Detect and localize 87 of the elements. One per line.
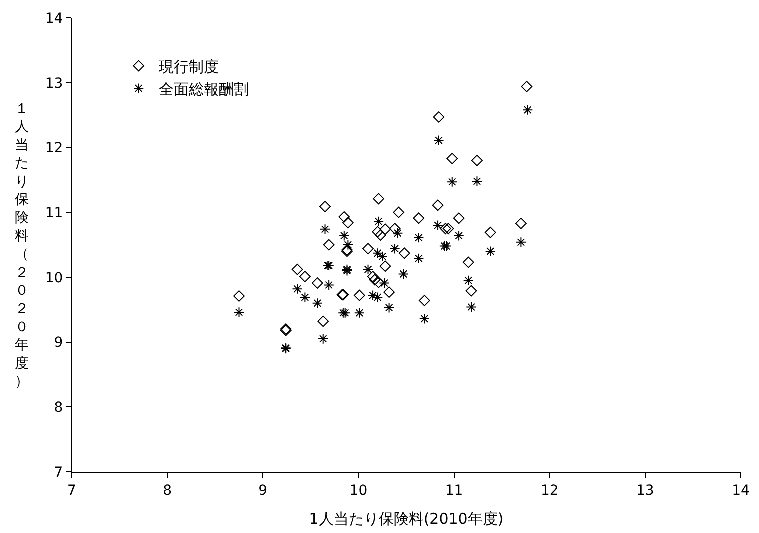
- point: [413, 212, 425, 224]
- x-axis-title: 1人当たり保険料(2010年度): [309, 510, 504, 528]
- x-tick-label: 11: [445, 482, 464, 499]
- point: [392, 228, 404, 239]
- point: [342, 217, 354, 229]
- point: [485, 246, 496, 257]
- point: [393, 206, 405, 218]
- legend-label: 現行制度: [158, 58, 219, 76]
- y-tick-label: 11: [45, 205, 64, 222]
- point: [453, 212, 465, 224]
- point: [320, 201, 331, 212]
- point: [372, 226, 384, 238]
- point: [299, 271, 311, 282]
- point: [373, 216, 384, 227]
- point: [472, 176, 483, 187]
- point: [390, 244, 400, 254]
- x-tick-label: 10: [350, 482, 368, 499]
- point: [389, 223, 401, 234]
- y-tick-label: 14: [45, 10, 64, 27]
- point: [446, 153, 458, 164]
- legend-label: 全面総報酬割: [158, 80, 249, 98]
- point: [380, 224, 392, 236]
- point: [484, 226, 496, 238]
- y-tick-label: 10: [45, 270, 64, 286]
- point: [318, 334, 329, 344]
- point: [419, 314, 430, 324]
- point: [466, 302, 477, 313]
- x-tick-label: 13: [636, 482, 654, 499]
- point: [320, 224, 331, 235]
- point: [234, 290, 245, 302]
- point: [454, 230, 464, 242]
- point: [324, 280, 334, 291]
- point: [354, 308, 365, 318]
- point: [369, 274, 381, 286]
- point: [342, 240, 354, 250]
- x-tick-label: 9: [258, 482, 268, 499]
- y-tick-label: 9: [54, 335, 64, 352]
- x-tick-label: 8: [163, 482, 172, 499]
- point: [375, 230, 386, 241]
- point: [432, 220, 444, 231]
- point: [300, 292, 310, 303]
- point: [414, 232, 424, 244]
- point: [318, 316, 330, 328]
- y-tick-label: 8: [54, 400, 64, 416]
- point: [418, 295, 430, 306]
- point: [414, 253, 424, 264]
- point: [516, 237, 526, 248]
- point: [463, 275, 474, 286]
- point: [373, 276, 384, 288]
- x-tick-label: 7: [68, 482, 76, 499]
- point: [384, 302, 395, 314]
- point: [522, 104, 534, 116]
- point: [379, 278, 390, 289]
- point: [434, 135, 444, 146]
- x-tick-label: 12: [540, 482, 559, 499]
- point: [447, 176, 458, 188]
- point: [515, 218, 527, 230]
- x-tick-label: 14: [732, 482, 750, 499]
- y-tick-label: 13: [45, 76, 64, 92]
- point: [323, 239, 335, 251]
- point: [433, 112, 445, 123]
- point: [312, 278, 324, 289]
- point: [472, 154, 483, 166]
- point: [442, 223, 454, 234]
- point: [373, 193, 384, 205]
- point: [312, 298, 323, 309]
- point: [384, 286, 395, 298]
- point: [362, 264, 374, 275]
- point: [440, 223, 452, 234]
- point: [462, 256, 474, 268]
- y-tick-label: 7: [54, 464, 64, 481]
- point: [521, 81, 533, 92]
- point: [362, 243, 374, 255]
- point: [354, 290, 366, 302]
- y-tick-label: 12: [45, 140, 64, 157]
- point: [380, 260, 392, 272]
- point: [432, 200, 444, 212]
- point: [466, 285, 478, 297]
- point: [339, 230, 350, 242]
- point: [398, 248, 410, 260]
- point: [292, 284, 303, 294]
- point: [338, 211, 350, 223]
- point: [367, 271, 379, 282]
- point: [292, 264, 304, 276]
- point: [398, 268, 409, 280]
- point: [234, 307, 245, 318]
- text: １人当たり保険料（２０２０年度）: [15, 101, 29, 390]
